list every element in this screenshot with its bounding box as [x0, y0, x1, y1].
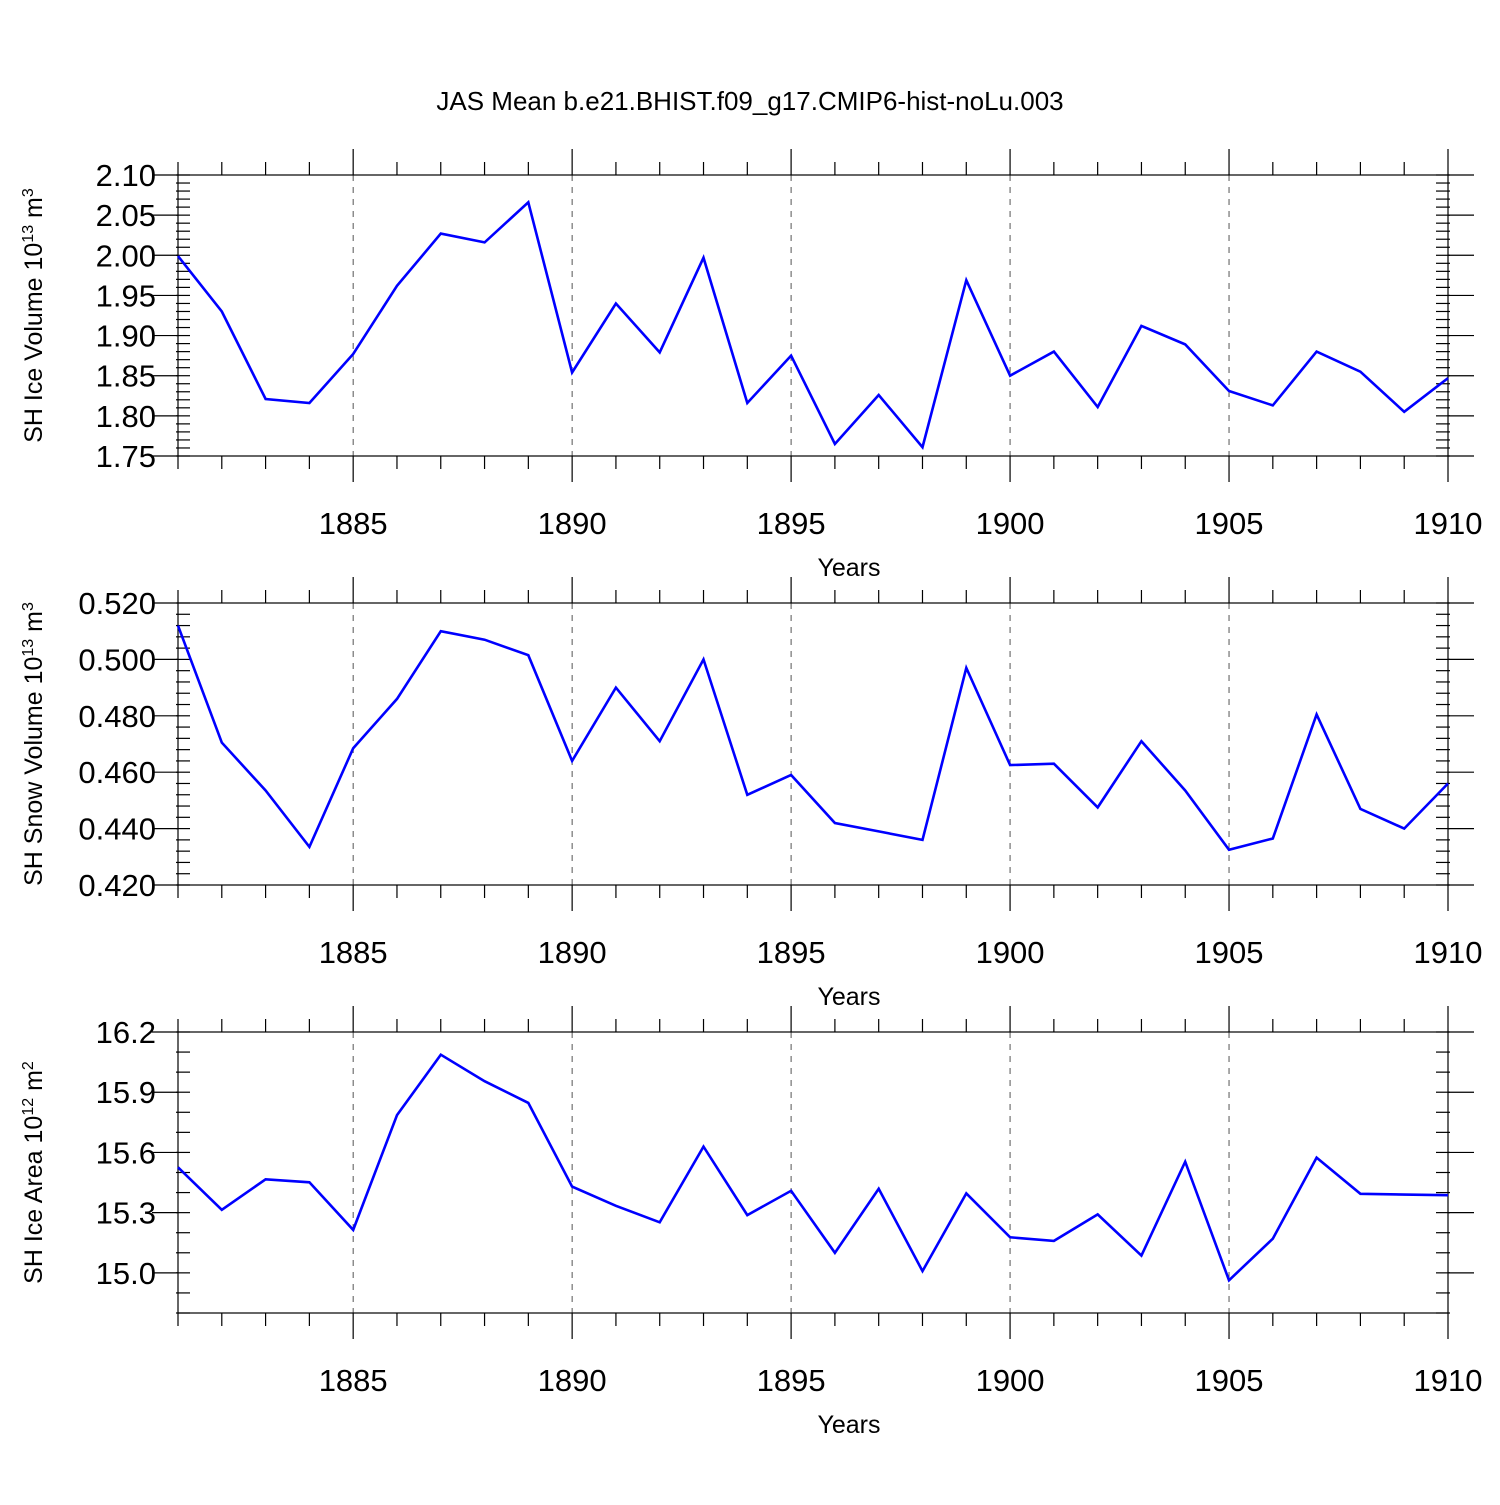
panel-1: 1.75 1.80 1.85 1.90 1.95 2.00 2.05 2.10 1885 1890…	[20, 149, 1482, 582]
y-tick-label: 0.480	[78, 699, 156, 734]
chart-title: JAS Mean b.e21.BHIST.f09_g17.CMIP6-hist-…	[436, 86, 1063, 116]
y-tick-label: 0.440	[78, 812, 156, 847]
y-axis-label-superscript: 12	[20, 1098, 37, 1116]
y-tick-label: 0.520	[78, 586, 156, 621]
y-axis-label-text: m	[20, 1070, 48, 1098]
x-tick-label: 1885	[319, 1363, 388, 1398]
y-tick-label: 0.500	[78, 642, 156, 677]
y-axis-label-superscript: 3	[20, 188, 37, 197]
y-tick-label: 0.460	[78, 755, 156, 790]
y-axis-label-text: m	[20, 611, 48, 639]
x-tick-label: 1895	[757, 935, 826, 970]
y-axis-label-superscript: 3	[20, 602, 37, 611]
x-axis-label: Years	[817, 554, 880, 582]
y-tick-label: 1.80	[96, 399, 156, 434]
y-tick-label: 2.10	[96, 158, 156, 193]
y-axis-label: SH Ice Volume 1013 m3	[20, 188, 48, 443]
y-tick-label: 1.75	[96, 439, 156, 474]
y-tick-label: 15.0	[96, 1256, 156, 1291]
x-tick-label: 1890	[538, 506, 607, 541]
x-tick-label: 1910	[1414, 935, 1483, 970]
series-line	[177, 1052, 1449, 1283]
x-tick-label: 1885	[319, 506, 388, 541]
x-tick-label: 1900	[976, 1363, 1045, 1398]
x-tick-label: 1890	[538, 935, 607, 970]
x-axis-label: Years	[817, 983, 880, 1011]
y-tick-label: 1.90	[96, 319, 156, 354]
y-axis-label-superscript: 13	[20, 225, 37, 243]
plot-frame	[177, 1031, 1449, 1314]
x-tick-label: 1890	[538, 1363, 607, 1398]
y-tick-label: 1.95	[96, 278, 156, 313]
y-axis-label-text: SH Snow Volume 10	[20, 657, 48, 886]
x-tick-label: 1885	[319, 935, 388, 970]
y-tick-label: 15.9	[96, 1075, 156, 1110]
y-tick-label: 0.420	[78, 868, 156, 903]
x-tick-label: 1905	[1195, 1363, 1264, 1398]
x-axis-label: Years	[817, 1411, 880, 1439]
x-tick-label: 1895	[757, 1363, 826, 1398]
x-tick-label: 1910	[1414, 1363, 1483, 1398]
y-tick-label: 15.3	[96, 1196, 156, 1231]
y-axis-label-superscript: 2	[20, 1061, 37, 1070]
y-tick-label: 1.85	[96, 359, 156, 394]
y-axis-label: SH Ice Area 1012 m2	[20, 1061, 48, 1284]
series-line	[176, 625, 1449, 852]
y-axis-label-text: SH Ice Volume 10	[20, 243, 48, 443]
panel-3: 15.0 15.3 15.6 15.9 16.2 1885 1890 1895 1900 1905…	[20, 1006, 1482, 1439]
series-line	[176, 199, 1449, 450]
y-axis-label-text: SH Ice Area 10	[20, 1116, 48, 1284]
y-tick-label: 2.00	[96, 238, 156, 273]
x-tick-label: 1900	[976, 935, 1045, 970]
y-axis-label-superscript: 13	[20, 639, 37, 657]
x-tick-label: 1905	[1195, 506, 1264, 541]
y-tick-label: 16.2	[96, 1015, 156, 1050]
x-tick-label: 1905	[1195, 935, 1264, 970]
plot-frame	[177, 174, 1449, 457]
x-tick-label: 1910	[1414, 506, 1483, 541]
x-tick-label: 1900	[976, 506, 1045, 541]
plot-frame	[177, 602, 1449, 886]
y-tick-label: 2.05	[96, 198, 156, 233]
y-tick-label: 15.6	[96, 1135, 156, 1170]
y-axis-label-text: m	[20, 197, 48, 225]
x-tick-label: 1895	[757, 506, 826, 541]
y-axis-label: SH Snow Volume 1013 m3	[20, 602, 48, 886]
panel-2: 0.420 0.440 0.460 0.480 0.500 0.520 1885 1890 18…	[20, 577, 1482, 1011]
